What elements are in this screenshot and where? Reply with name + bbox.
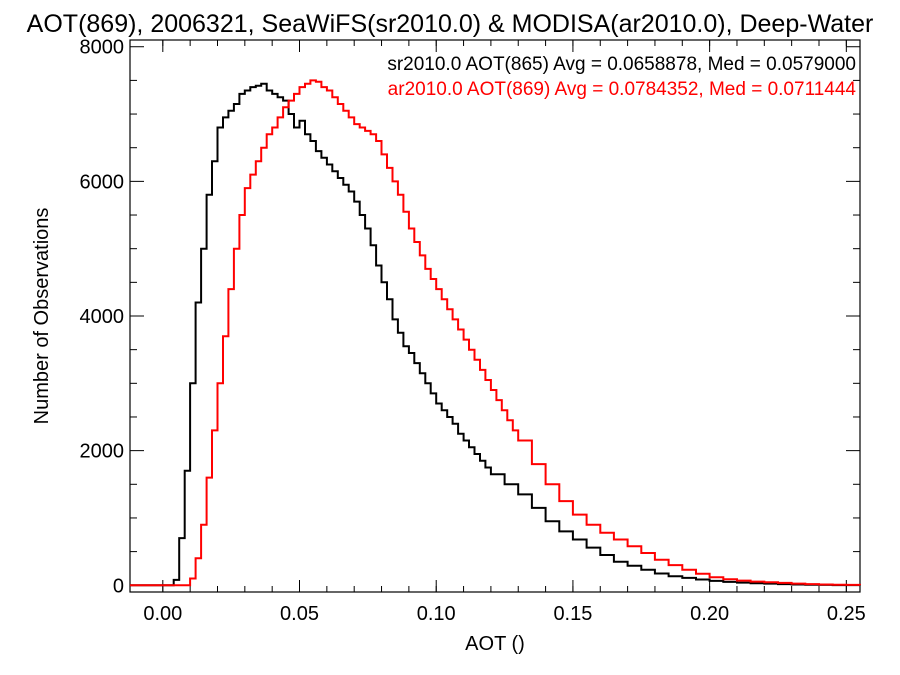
axis-ticks <box>130 40 860 592</box>
x-axis-label: AOT () <box>465 633 525 655</box>
y-tick-label: 0 <box>113 575 124 597</box>
x-tick-label: 0.00 <box>143 603 182 625</box>
y-tick-label: 8000 <box>80 37 125 59</box>
y-tick-label: 4000 <box>80 306 125 328</box>
series-line-ar2010 <box>130 79 861 587</box>
axis-tick-labels: 0.00 0.05 0.10 0.15 0.20 0.25 0 2000 4000 6000 800… <box>80 37 866 625</box>
chart-title-group: AOT(869), 2006321, SeaWiFS(sr2010.0) & M… <box>27 10 874 38</box>
x-tick-label: 0.20 <box>690 603 729 625</box>
x-tick-label: 0.05 <box>280 603 319 625</box>
legend-entry: sr2010.0 AOT(865) Avg = 0.0658878, Med =… <box>387 54 856 75</box>
plot-frame <box>129 39 861 593</box>
x-tick-label: 0.15 <box>553 603 592 625</box>
y-tick-label: 2000 <box>80 441 125 463</box>
series-line-sr2010 <box>130 82 861 587</box>
chart-title: AOT(869), 2006321, SeaWiFS(sr2010.0) & M… <box>27 10 874 38</box>
y-axis-label: Number of Observations <box>31 208 53 425</box>
x-tick-label: 0.10 <box>417 603 456 625</box>
series-lines <box>130 79 861 587</box>
x-tick-label: 0.25 <box>827 603 866 625</box>
y-tick-label: 6000 <box>80 171 125 193</box>
legend: sr2010.0 AOT(865) Avg = 0.0658878, Med =… <box>387 54 856 100</box>
legend-entry: ar2010.0 AOT(869) Avg = 0.0784352, Med =… <box>388 79 857 100</box>
